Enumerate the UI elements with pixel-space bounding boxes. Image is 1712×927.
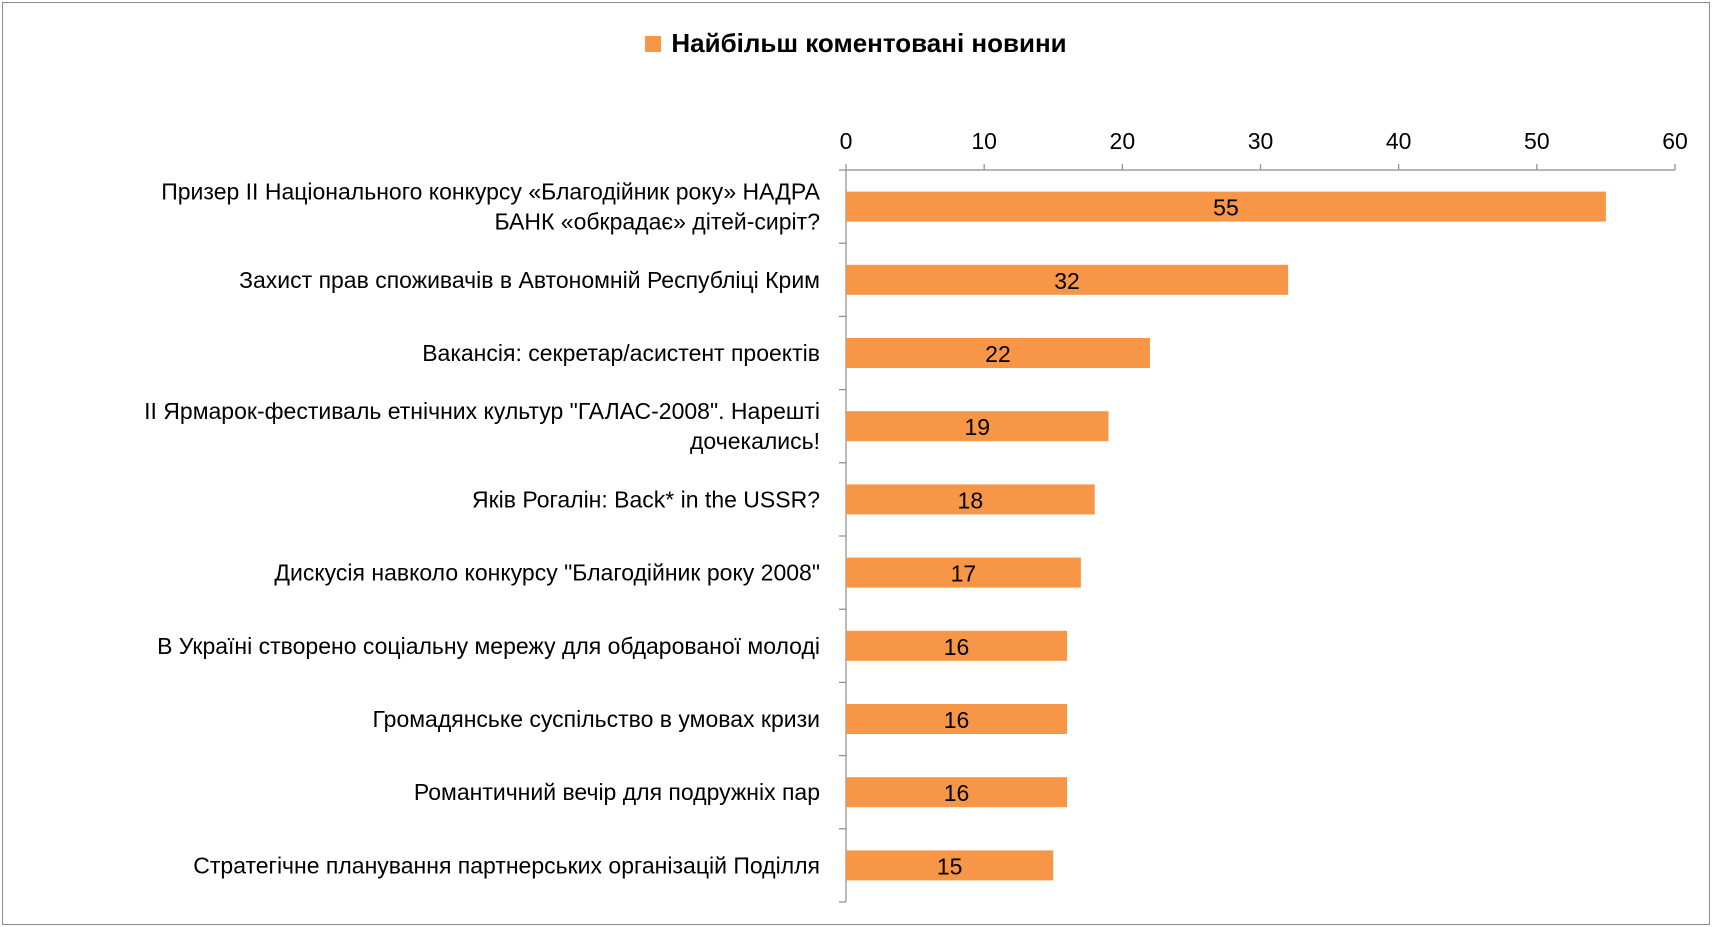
category-label: Дискусія навколо конкурсу "Благодійник р… — [274, 560, 820, 586]
category-label: Захист прав споживачів в Автономній Респ… — [239, 267, 820, 293]
legend-swatch — [645, 35, 662, 52]
bar — [846, 484, 1095, 515]
bar — [846, 264, 1289, 295]
data-label: 16 — [944, 707, 970, 733]
bar — [846, 704, 1068, 734]
bar — [846, 777, 1068, 808]
category-label: Призер ІІ Національного конкурсу «Благод… — [161, 179, 820, 205]
category-label: дочекались! — [690, 428, 820, 454]
x-tick-label: 30 — [1248, 128, 1274, 154]
x-tick-label: 10 — [971, 128, 997, 154]
bar — [846, 411, 1109, 442]
category-label: БАНК «обкрадає» дітей-сиріт? — [494, 209, 820, 235]
x-tick-label: 0 — [840, 128, 853, 154]
data-label: 32 — [1054, 268, 1080, 294]
data-label: 22 — [985, 341, 1011, 367]
bar — [846, 557, 1081, 588]
chart-legend: Найбільш коментовані новини — [0, 28, 1712, 59]
category-label: Стратегічне планування партнерських орга… — [193, 852, 820, 878]
bar — [846, 630, 1068, 661]
x-tick-label: 40 — [1386, 128, 1412, 154]
category-label: Громадянське суспільство в умовах кризи — [373, 706, 821, 732]
bar — [846, 338, 1150, 368]
data-label: 55 — [1213, 195, 1239, 221]
x-tick-label: 60 — [1662, 128, 1688, 154]
data-label: 16 — [944, 780, 970, 806]
legend-label: Найбільш коментовані новини — [671, 28, 1067, 58]
bar — [846, 191, 1606, 222]
data-label: 17 — [951, 561, 977, 587]
category-label: Яків Рогалін: Back* in the USSR? — [472, 486, 820, 512]
bar — [846, 850, 1054, 881]
x-tick-label: 50 — [1524, 128, 1550, 154]
category-label: Вакансія: секретар/асистент проектів — [422, 340, 820, 366]
category-label: В Україні створено соціальну мережу для … — [157, 633, 820, 659]
category-label: Романтичний вечір для подружніх пар — [414, 779, 820, 805]
x-tick-label: 20 — [1110, 128, 1136, 154]
category-label: ІІ Ярмарок-фестиваль етнічних культур "Г… — [144, 398, 820, 424]
data-label: 15 — [937, 853, 963, 879]
data-label: 18 — [958, 487, 984, 513]
data-label: 16 — [944, 634, 970, 660]
data-label: 19 — [964, 414, 990, 440]
